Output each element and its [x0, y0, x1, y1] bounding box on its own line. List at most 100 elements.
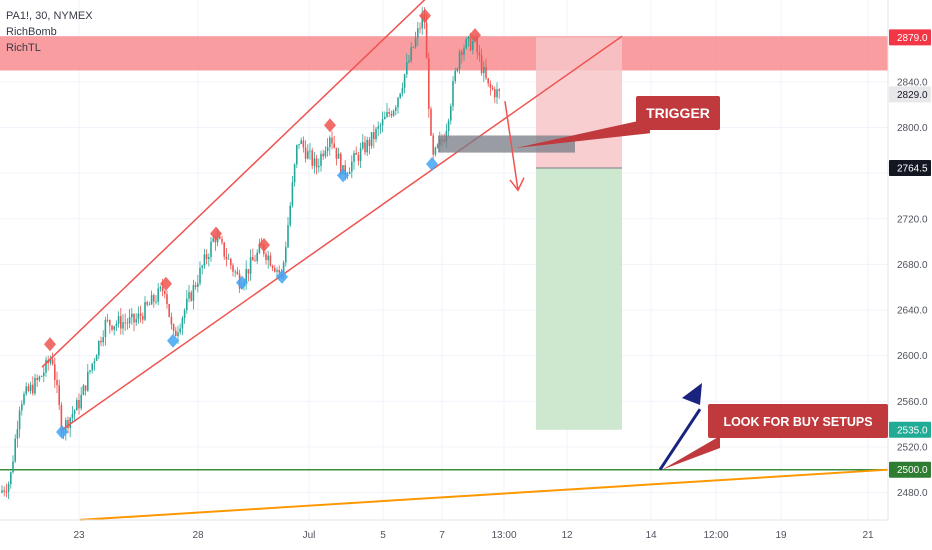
candle-body — [309, 150, 311, 152]
candle-body — [216, 236, 219, 243]
candle-body — [190, 292, 192, 301]
candle-body — [498, 89, 500, 91]
up-arrow-head — [682, 383, 702, 405]
candle-body — [333, 143, 335, 148]
candle-body — [494, 89, 496, 98]
candle-body — [483, 67, 485, 74]
candle-body — [192, 285, 195, 301]
candle-body — [480, 55, 483, 74]
indicator-richbomb[interactable]: RichBomb — [6, 26, 57, 38]
candle-body — [67, 419, 69, 429]
candle-body — [181, 318, 184, 329]
price-badge-label: 2764.5 — [897, 163, 928, 174]
x-tick-label: 14 — [645, 530, 657, 541]
candle-body — [60, 405, 63, 433]
candle-body — [469, 36, 472, 51]
candle-body — [146, 302, 148, 305]
x-tick-label: 19 — [775, 530, 787, 541]
candle-body — [271, 265, 274, 269]
candle-body — [155, 301, 157, 303]
candle-body — [34, 378, 36, 394]
candle-body — [203, 254, 206, 266]
swing-high-marker — [210, 226, 222, 241]
candle-body — [491, 87, 494, 90]
candle-body — [117, 316, 120, 324]
time-axis[interactable]: 23 28 Jul 5 7 13:00 12 14 12:00 19 21 — [0, 519, 888, 541]
candle-body — [172, 324, 175, 331]
candle-body — [25, 386, 27, 394]
candle-body — [186, 298, 188, 311]
swing-high-marker — [258, 237, 270, 252]
candle-body — [153, 295, 155, 302]
x-tick-label: 7 — [439, 530, 445, 541]
price-badge-label: 2535.0 — [897, 425, 928, 436]
chart-legend: PA1!, 30, NYMEX RichBomb RichTL — [6, 8, 93, 56]
candle-body — [49, 359, 52, 363]
candle-body — [91, 363, 93, 371]
candle-body — [27, 386, 30, 391]
candle-body — [210, 241, 212, 258]
trigger-callout-box — [636, 96, 720, 130]
candle-body — [80, 394, 82, 409]
buy-setups-label: LOOK FOR BUY SETUPS — [723, 415, 872, 429]
y-tick-label: 2480.0 — [897, 488, 928, 499]
candle-body — [3, 490, 5, 492]
candle-body — [340, 153, 342, 175]
symbol-title[interactable]: PA1!, 30, NYMEX — [6, 10, 93, 22]
candle-body — [364, 142, 366, 153]
candle-body — [139, 313, 142, 316]
candle-body — [71, 413, 74, 418]
trigger-callout-pointer — [516, 118, 650, 149]
candle-body — [183, 310, 186, 319]
candle-body — [408, 60, 410, 63]
candle-body — [370, 132, 373, 146]
candle-body — [434, 147, 437, 155]
candle-body — [414, 37, 417, 48]
candle-body — [54, 364, 56, 381]
candle-body — [194, 285, 197, 287]
y-tick-label: 2560.0 — [897, 397, 928, 408]
candle-body — [113, 326, 115, 330]
candle-body — [43, 372, 45, 377]
candle-body — [392, 110, 395, 116]
y-tick-label: 2600.0 — [897, 351, 928, 362]
price-axis[interactable]: 2480.0 2520.0 2560.0 2600.0 2640.0 2680.0 2720… — [887, 0, 932, 550]
candle-body — [267, 255, 269, 261]
candle-body — [225, 256, 228, 260]
candle-body — [410, 47, 412, 61]
candle-body — [388, 111, 390, 114]
candle-body — [353, 152, 355, 162]
candle-body — [452, 81, 454, 107]
candle-body — [109, 320, 111, 326]
candle-body — [430, 108, 432, 136]
candle-body — [311, 150, 313, 166]
candle-body — [258, 244, 261, 253]
candle-body — [219, 236, 221, 239]
candle-body — [245, 269, 247, 282]
trigger-box — [438, 135, 575, 153]
candle-body — [122, 322, 124, 329]
candle-body — [168, 304, 170, 317]
candle-body — [478, 52, 481, 56]
candle-body — [232, 265, 234, 272]
x-tick-label: Jul — [303, 530, 316, 541]
candle-body — [126, 322, 129, 324]
indicator-richtl[interactable]: RichTL — [6, 42, 41, 54]
candle-body — [432, 135, 434, 155]
candle-body — [212, 238, 214, 242]
candle-body — [289, 205, 291, 226]
candle-body — [395, 107, 397, 111]
y-tick-label: 2720.0 — [897, 214, 928, 225]
candle-body — [128, 317, 131, 324]
candle-body — [188, 292, 190, 299]
candle-body — [373, 132, 375, 140]
price-badge — [889, 159, 931, 176]
candle-body — [377, 126, 379, 129]
candle-body — [450, 106, 452, 121]
annotations: TRIGGER LOOK FOR BUY SETUPS — [516, 96, 888, 470]
candle-body — [417, 28, 419, 38]
candle-body — [115, 323, 118, 327]
candle-body — [93, 360, 96, 364]
candle-body — [298, 143, 300, 146]
